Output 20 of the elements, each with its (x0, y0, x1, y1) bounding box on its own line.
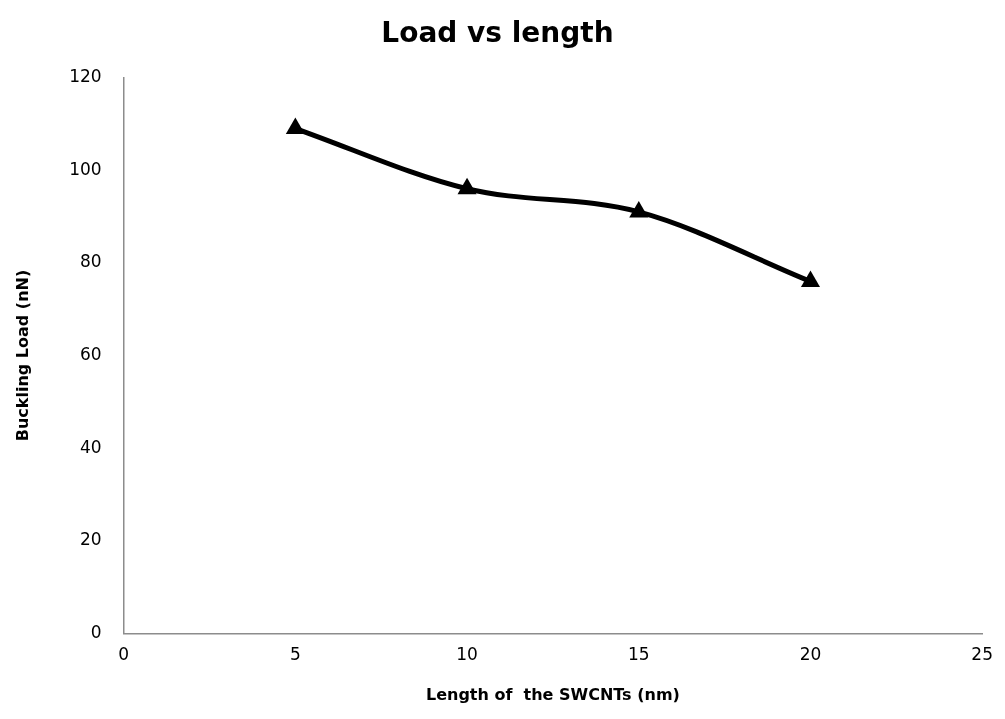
x-tick-label: 15 (627, 644, 650, 665)
y-axis-title: Buckling Load (nN) (12, 269, 32, 442)
point (629, 200, 649, 218)
point (457, 177, 477, 195)
x-tick-label: 5 (289, 644, 301, 665)
y-tick-label: 80 (80, 251, 102, 272)
y-tick-label: 40 (80, 436, 102, 457)
y-tick-label: 100 (69, 158, 102, 179)
x-tick-label: 20 (799, 644, 822, 665)
x-axis-title: Length of the SWCNTs (nm) (425, 684, 680, 704)
point (285, 117, 305, 135)
y-tick-label: 60 (80, 343, 102, 364)
x-tick-label: 10 (456, 644, 478, 665)
chart-title: Load vs length (381, 16, 614, 50)
y-tick-label: 120 (69, 66, 102, 87)
y-tick-label: 0 (90, 621, 102, 642)
y-tick-label: 20 (80, 529, 102, 550)
x-tick-label: 0 (118, 644, 130, 665)
x-tick-label: 25 (971, 644, 993, 665)
point (800, 270, 820, 287)
